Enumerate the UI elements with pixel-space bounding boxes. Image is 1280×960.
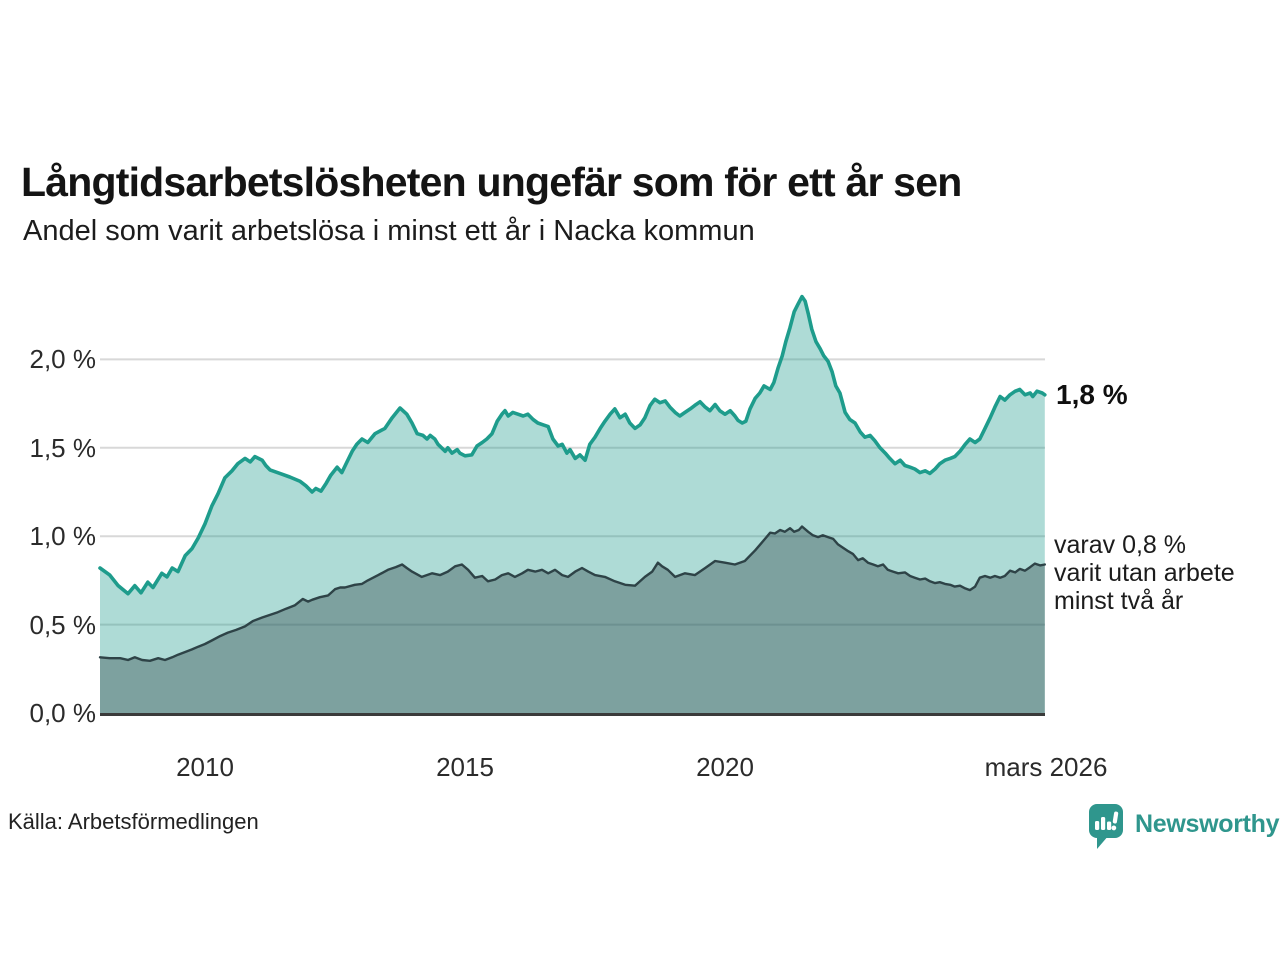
page-title: Långtidsarbetslösheten ungefär som för e… — [21, 159, 962, 206]
y-tick-label: 1,5 % — [29, 432, 97, 463]
x-tick-label: 2020 — [696, 752, 754, 782]
y-tick-label: 2,0 % — [29, 344, 97, 375]
note-line-2: varit utan arbete — [1054, 559, 1235, 587]
series-total-line — [98, 294, 1047, 596]
y-tick-label: 1,0 % — [29, 521, 97, 552]
series-two-years-area — [100, 526, 1045, 713]
page-subtitle: Andel som varit arbetslösa i minst ett å… — [23, 215, 755, 247]
note-line-3: minst två år — [1054, 587, 1184, 615]
note-line-1: varav 0,8 % — [1054, 531, 1187, 559]
y-tick-label: 0,0 % — [29, 698, 97, 728]
x-tick-label: mars 2026 — [984, 752, 1108, 782]
end-value-label: 1,8 % — [1056, 379, 1128, 410]
y-tick-label: 0,5 % — [29, 609, 97, 640]
x-tick-label: 2015 — [436, 752, 494, 782]
x-tick-label: 2010 — [176, 752, 234, 782]
two-year-note-label: varav 0,8 % varit utan arbete minst två … — [1054, 531, 1235, 615]
newsworthy-logo: Newsworthy — [1088, 803, 1280, 853]
series-two-years-line — [98, 525, 1046, 662]
series-total-area — [100, 296, 1045, 713]
newsworthy-wordmark: Newsworthy — [1135, 810, 1280, 838]
source-credit: Källa: Arbetsförmedlingen — [8, 809, 259, 834]
gridlines — [100, 358, 1045, 626]
bar-chart-speech-bubble-icon — [1089, 804, 1123, 849]
